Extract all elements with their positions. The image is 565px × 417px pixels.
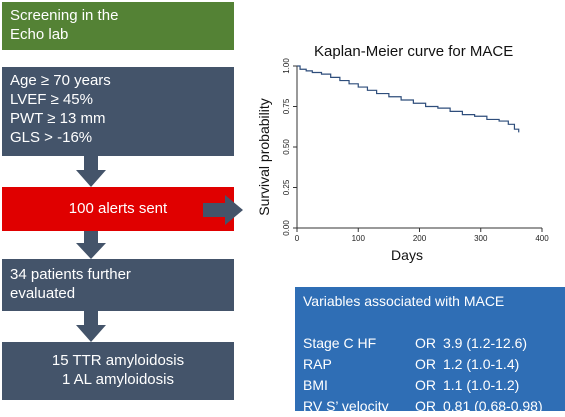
variable-row: Stage C HF OR 3.9 (1.2-12.6) — [303, 333, 557, 354]
y-tick-label: 0.50 — [282, 139, 291, 155]
chart-title: Kaplan-Meier curve for MACE — [314, 43, 513, 60]
variable-value: 1.1 (1.0-1.2) — [443, 377, 520, 393]
screening-box: Screening in the Echo lab — [2, 2, 234, 50]
survival-curve — [297, 65, 520, 133]
x-tick-label: 0 — [295, 234, 300, 243]
criteria-lvef: LVEF ≥ 45% — [10, 91, 93, 108]
variable-name: BMI — [303, 377, 328, 393]
variable-or: OR — [415, 356, 436, 372]
variables-title: Variables associated with MACE — [303, 293, 505, 309]
criteria-gls: GLS > -16% — [10, 129, 93, 146]
alerts-label: 100 alerts sent — [68, 200, 168, 217]
patients-box: 34 patients further evaluated — [2, 259, 234, 311]
variable-row: BMI OR 1.1 (1.0-1.2) — [303, 375, 557, 396]
patients-line-2: evaluated — [10, 285, 76, 302]
variable-or: OR — [415, 377, 436, 393]
right-arrow-icon — [203, 195, 243, 225]
x-tick-label: 200 — [413, 234, 427, 243]
y-tick-label: 0.00 — [282, 220, 291, 236]
variable-name: RV S’ velocity — [303, 398, 389, 414]
x-axis-label: Days — [391, 247, 423, 263]
variable-value: 3.9 (1.2-12.6) — [443, 335, 528, 351]
y-tick-label: 0.75 — [282, 98, 291, 114]
kaplan-meier-chart: Kaplan-Meier curve for MACE Survival pro… — [256, 43, 549, 263]
screening-line-1: Screening in the — [10, 7, 119, 24]
variable-or: OR — [415, 335, 436, 351]
y-tick-label: 0.25 — [282, 179, 291, 195]
variables-box: Variables associated with MACE Stage C H… — [295, 287, 565, 414]
result-al: 1 AL amyloidosis — [61, 371, 174, 388]
x-tick-label: 400 — [535, 234, 549, 243]
down-arrow-icon — [76, 156, 106, 187]
result-box: 15 TTR amyloidosis 1 AL amyloidosis — [2, 342, 234, 400]
y-tick-label: 1.00 — [282, 58, 291, 74]
variable-value: 0.81 (0.68-0.98) — [443, 398, 543, 414]
criteria-pwt: PWT ≥ 13 mm — [10, 110, 106, 127]
criteria-age: Age ≥ 70 years — [10, 72, 111, 89]
screening-line-2: Echo lab — [10, 26, 69, 43]
variable-row: RV S’ velocity OR 0.81 (0.68-0.98) — [303, 396, 557, 417]
patients-line-1: 34 patients further — [10, 266, 131, 283]
variable-value: 1.2 (1.0-1.4) — [443, 356, 520, 372]
down-arrow-icon — [76, 231, 106, 259]
variable-or: OR — [415, 398, 436, 414]
y-axis-label: Survival probability — [256, 98, 272, 216]
alerts-box: 100 alerts sent — [2, 187, 234, 231]
x-tick-label: 300 — [474, 234, 488, 243]
criteria-box: Age ≥ 70 years LVEF ≥ 45% PWT ≥ 13 mm GL… — [2, 67, 234, 156]
x-tick-label: 100 — [352, 234, 366, 243]
result-ttr: 15 TTR amyloidosis — [51, 352, 185, 369]
variable-name: Stage C HF — [303, 335, 377, 351]
variable-row: RAP OR 1.2 (1.0-1.4) — [303, 354, 557, 375]
down-arrow-icon — [76, 311, 106, 342]
variable-name: RAP — [303, 356, 332, 372]
